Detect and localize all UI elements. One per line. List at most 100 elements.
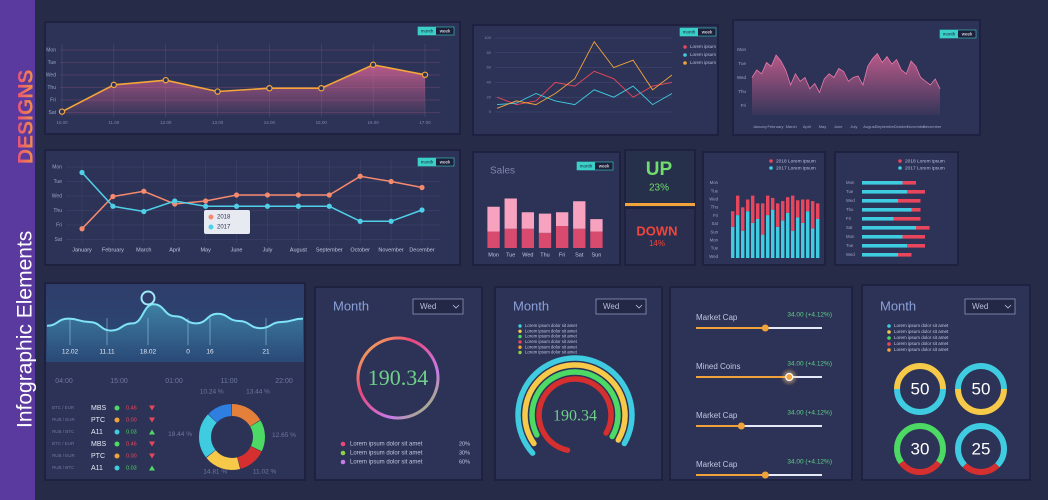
label: October [894,124,909,129]
legend-dot [340,441,346,447]
label: Wed [972,302,988,311]
label: Lorem ipsum dolor sit amet [894,329,949,334]
label: Lorem ipsum dolor sit amet [525,323,578,328]
label: 11.00 [108,120,119,125]
point [79,169,85,176]
bar [816,203,820,219]
label: week [962,31,973,36]
toggle-active [680,28,698,36]
line [81,171,423,223]
bar [911,208,921,212]
legend-dot [683,45,687,49]
legend-dot [887,348,891,352]
bar [902,181,916,185]
wave-fill [47,304,303,361]
label: Mon [710,238,719,243]
bar [731,211,735,227]
label: 18.02 [140,349,157,356]
label: January [72,247,92,253]
label: 13.00 [212,120,224,125]
bar [487,231,500,248]
knob[interactable] [761,471,769,479]
bar [771,197,775,210]
label: month [683,29,696,34]
label: 50 [911,379,930,398]
bar [811,201,815,229]
label: Tue [846,243,854,248]
label: Sat [48,110,56,116]
label: June [231,247,243,253]
bar [791,230,795,258]
label: June [834,124,843,129]
label: PTC [91,417,105,424]
legend-dot [518,324,522,328]
label: 20 [487,94,492,99]
label: Thu [738,89,746,94]
bar [746,199,750,212]
bar [751,195,755,223]
dropdown[interactable] [595,298,647,315]
dot [114,429,120,435]
label: Lorem ipsum dolor sit amet [525,344,578,349]
donut-segment [208,404,233,423]
label: A11 [91,465,103,472]
label: August [863,124,876,129]
label: Thu [47,85,56,91]
label: 0 [186,349,190,356]
point [421,71,429,79]
label: 0.46 [126,441,137,447]
knob[interactable] [761,324,769,332]
bar [487,206,500,232]
legend-dot [898,166,902,170]
label: July [263,247,273,253]
label: Mon [488,252,499,258]
label: month [421,159,434,164]
bar [898,253,912,257]
down-box [624,207,696,266]
arc [522,362,628,447]
bar [796,200,800,218]
bar [862,253,898,257]
bar [746,211,750,258]
legend-dot [887,324,891,328]
label: May [200,247,211,253]
label: 25 [972,439,991,458]
label: Thu [711,205,719,210]
label: 80 [487,50,492,55]
label: March [136,247,151,253]
label: Lorem ipsum dolor sit amet [894,323,949,328]
point [214,88,221,95]
label: 12.00 [160,120,172,125]
knob[interactable] [785,372,794,382]
trend [149,453,155,459]
point [295,203,301,209]
bar [761,203,765,235]
label: 0.46 [126,405,137,411]
label: Sat [846,225,853,230]
legend-dot [887,342,891,346]
bar [791,195,795,231]
legend-dot [518,334,522,339]
label: Lorem ipsum dolor sit amet [894,341,949,346]
bar [902,235,925,239]
bar [893,217,921,221]
label: November [907,124,926,129]
dropdown[interactable] [412,298,464,315]
label: Thu [53,208,62,214]
point [266,84,273,92]
label: 2017 [217,225,231,231]
bar [862,244,907,248]
knob[interactable] [737,422,745,430]
label: A11 [91,429,103,436]
line [61,63,426,113]
label: February [102,247,124,253]
dropdown[interactable] [964,298,1016,315]
panel [314,286,483,481]
label: Mined Coins [696,362,740,371]
label: 14.81 % [203,469,227,476]
label: 40 [487,79,492,84]
label: Lorem ipsum dolor sit amet [525,328,578,333]
label: Fri [713,213,718,218]
line [751,52,941,94]
